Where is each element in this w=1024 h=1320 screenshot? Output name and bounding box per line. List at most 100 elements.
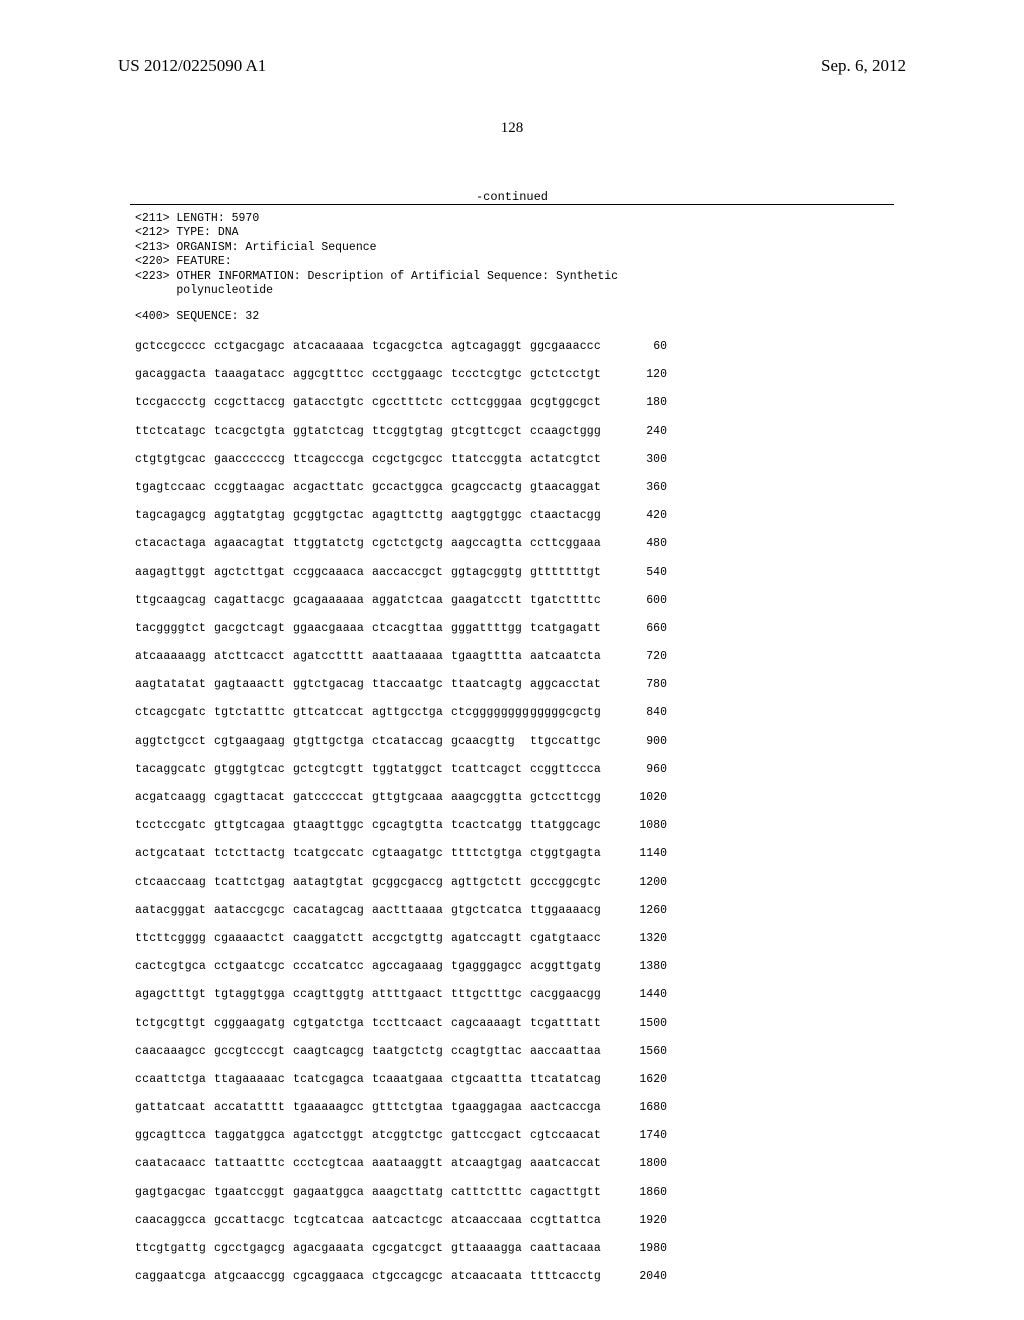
sequence-block: accgctgttg — [372, 932, 451, 945]
sequence-block: tgatcttttc — [530, 594, 609, 607]
sequence-block: ctcacgttaa — [372, 622, 451, 635]
sequence-row: tccgaccctgccgcttaccggatacctgtccgcctttctc… — [135, 396, 667, 409]
sequence-block: tccgaccctg — [135, 396, 214, 409]
sequence-row: ctcagcgatctgtctatttcgttcatccatagttgcctga… — [135, 706, 667, 719]
sequence-block: ttgcaagcag — [135, 594, 214, 607]
sequence-block: ctcagcgatc — [135, 706, 214, 719]
sequence-block: aatacgggat — [135, 904, 214, 917]
sequence-block: tgtctatttc — [214, 706, 293, 719]
sequence-block: tgaatccggt — [214, 1186, 293, 1199]
sequence-block: caacaaagcc — [135, 1045, 214, 1058]
sequence-block: tcatcgagca — [293, 1073, 372, 1086]
sequence-block: ctcgggggggg — [451, 706, 530, 719]
sequence-metadata: <211> LENGTH: 5970 <212> TYPE: DNA <213>… — [135, 212, 618, 298]
sequence-block: aaccaccgct — [372, 566, 451, 579]
sequence-block: ctgtgtgcac — [135, 453, 214, 466]
sequence-block: aactcaccga — [530, 1101, 609, 1114]
sequence-position: 1080 — [617, 819, 667, 832]
sequence-block: aggtctgcct — [135, 735, 214, 748]
sequence-block: atcaagtgag — [451, 1157, 530, 1170]
sequence-block: tagcagagcg — [135, 509, 214, 522]
sequence-block: tctgcgttgt — [135, 1017, 214, 1030]
sequence-block: cactcgtgca — [135, 960, 214, 973]
sequence-block: caggaatcga — [135, 1270, 214, 1283]
meta-other-info-cont: polynucleotide — [135, 284, 273, 297]
sequence-position: 1920 — [617, 1214, 667, 1227]
sequence-block: tacggggtct — [135, 622, 214, 635]
sequence-block: gccactggca — [372, 481, 451, 494]
sequence-block: aagtggtggc — [451, 509, 530, 522]
sequence-block: agccagaaag — [372, 960, 451, 973]
sequence-block: gttaaaagga — [451, 1242, 530, 1255]
sequence-block: ttggaaaacg — [530, 904, 609, 917]
sequence-block: aggcacctat — [530, 678, 609, 691]
sequence-block: ttagaaaaac — [214, 1073, 293, 1086]
sequence-row: aagagttggtagctcttgatccggcaaacaaaccaccgct… — [135, 566, 667, 579]
sequence-block: tcattctgag — [214, 876, 293, 889]
sequence-row: caacaaagccgccgtcccgtcaagtcagcgtaatgctctg… — [135, 1045, 667, 1058]
sequence-row: ttcgtgattgcgcctgagcgagacgaaatacgcgatcgct… — [135, 1242, 667, 1255]
sequence-block: ttcagcccga — [293, 453, 372, 466]
sequence-block: caacaggcca — [135, 1214, 214, 1227]
sequence-row: atcaaaaaggatcttcacctagatccttttaaattaaaaa… — [135, 650, 667, 663]
sequence-block: ttggtatctg — [293, 537, 372, 550]
sequence-position: 180 — [617, 396, 667, 409]
sequence-block: aatagtgtat — [293, 876, 372, 889]
sequence-position: 1680 — [617, 1101, 667, 1114]
sequence-block: atcacaaaaa — [293, 340, 372, 353]
sequence-block: aggtatgtag — [214, 509, 293, 522]
sequence-block: accatatttt — [214, 1101, 293, 1114]
sequence-row: aagtatatatgagtaaacttggtctgacagttaccaatgc… — [135, 678, 667, 691]
sequence-block: agttgctctt — [451, 876, 530, 889]
sequence-position: 300 — [617, 453, 667, 466]
sequence-block: ccgctgcgcc — [372, 453, 451, 466]
sequence-block: ccagtgttac — [451, 1045, 530, 1058]
page-number: 128 — [0, 120, 1024, 137]
sequence-block: cgtccaacat — [530, 1129, 609, 1142]
sequence-block: tctcttactg — [214, 847, 293, 860]
sequence-block: ccaagctggg — [530, 425, 609, 438]
sequence-position: 120 — [617, 368, 667, 381]
sequence-block: tacaggcatc — [135, 763, 214, 776]
sequence-position: 2040 — [617, 1270, 667, 1283]
sequence-block: gacaggacta — [135, 368, 214, 381]
sequence-block: aggcgtttcc — [293, 368, 372, 381]
sequence-block: ccggcaaaca — [293, 566, 372, 579]
sequence-block: gcaacgttg — [451, 735, 530, 748]
sequence-position: 1140 — [617, 847, 667, 860]
sequence-block: cagcaaaagt — [451, 1017, 530, 1030]
sequence-block: ctacactaga — [135, 537, 214, 550]
sequence-row: agagctttgttgtaggtggaccagttggtgattttgaact… — [135, 988, 667, 1001]
sequence-block: actgcataat — [135, 847, 214, 860]
sequence-block: aataccgcgc — [214, 904, 293, 917]
sequence-block: agtcagaggt — [451, 340, 530, 353]
sequence-position: 1440 — [617, 988, 667, 1001]
sequence-block: ggaacgaaaa — [293, 622, 372, 635]
sequence-row: aatacgggataataccgcgccacatagcagaactttaaaa… — [135, 904, 667, 917]
sequence-row: gagtgacgactgaatccggtgagaatggcaaaagcttatg… — [135, 1186, 667, 1199]
sequence-block: ctcaaccaag — [135, 876, 214, 889]
sequence-block: gctccgcccc — [135, 340, 214, 353]
sequence-block: cgcaggaaca — [293, 1270, 372, 1283]
sequence-position: 600 — [617, 594, 667, 607]
sequence-block: ttatggcagc — [530, 819, 609, 832]
sequence-position: 420 — [617, 509, 667, 522]
sequence-block: aaagcttatg — [372, 1186, 451, 1199]
sequence-row: ggcagttccataggatggcaagatcctggtatcggtctgc… — [135, 1129, 667, 1142]
sequence-row: actgcataattctcttactgtcatgccatccgtaagatgc… — [135, 847, 667, 860]
sequence-block: ttttctgtga — [451, 847, 530, 860]
sequence-position: 1260 — [617, 904, 667, 917]
sequence-block: gcggtgctac — [293, 509, 372, 522]
sequence-block: gccgtcccgt — [214, 1045, 293, 1058]
sequence-block: gtggtgtcac — [214, 763, 293, 776]
sequence-block: cagattacgc — [214, 594, 293, 607]
sequence-block: atcttcacct — [214, 650, 293, 663]
sequence-block: cgcgatcgct — [372, 1242, 451, 1255]
sequence-row: ccaattctgattagaaaaactcatcgagcatcaaatgaaa… — [135, 1073, 667, 1086]
sequence-block: attttgaact — [372, 988, 451, 1001]
sequence-block: aatcactcgc — [372, 1214, 451, 1227]
meta-organism: <213> ORGANISM: Artificial Sequence — [135, 241, 377, 254]
sequence-row: caatacaacctattaatttcccctcgtcaaaaataaggtt… — [135, 1157, 667, 1170]
sequence-block: agacgaaata — [293, 1242, 372, 1255]
sequence-block: ccaattctga — [135, 1073, 214, 1086]
